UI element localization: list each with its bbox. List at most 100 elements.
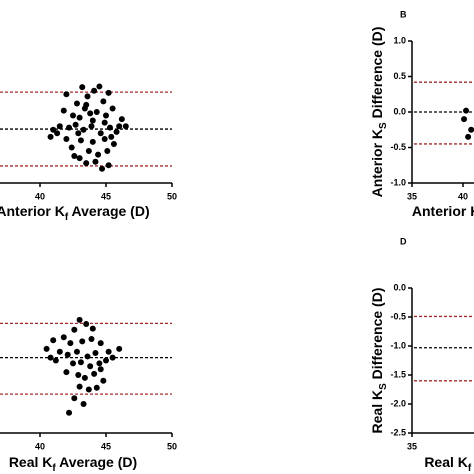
data-point xyxy=(83,320,90,327)
x-axis-label: Anterior Kf Average (D) xyxy=(412,203,474,223)
data-point xyxy=(76,114,83,121)
data-point xyxy=(118,116,125,123)
data-point xyxy=(108,133,115,140)
y-axis-label-sub: S xyxy=(378,122,389,129)
y-tick-label: 0.0 xyxy=(393,282,406,292)
data-point xyxy=(47,133,54,140)
data-point xyxy=(50,126,57,133)
panel-label: B xyxy=(400,9,407,19)
x-axis-label-part: Average (D) xyxy=(471,454,474,470)
x-axis-label-sub: f xyxy=(52,463,56,474)
data-point xyxy=(105,89,112,96)
data-point xyxy=(85,386,92,393)
data-point xyxy=(80,401,87,407)
data-point xyxy=(463,107,470,114)
data-point xyxy=(66,124,73,131)
y-tick-label: -0.5 xyxy=(390,311,406,321)
data-point xyxy=(87,110,94,117)
data-point xyxy=(81,105,88,112)
data-point xyxy=(56,123,63,130)
data-point xyxy=(97,340,104,347)
x-axis-label: Anterior Kf Average (D) xyxy=(0,203,150,223)
data-point xyxy=(80,126,87,133)
y-axis-label-part: Real K xyxy=(369,390,385,434)
data-point xyxy=(71,326,78,333)
data-point xyxy=(106,124,113,131)
data-point xyxy=(104,148,111,155)
y-tick-label: 0.5 xyxy=(393,71,406,81)
data-point xyxy=(68,144,75,151)
data-point xyxy=(116,345,123,352)
data-point xyxy=(109,354,116,361)
x-tick-label: 40 xyxy=(458,191,468,201)
data-point xyxy=(105,348,112,355)
data-point xyxy=(63,91,70,98)
data-point xyxy=(47,354,54,361)
data-point xyxy=(89,138,96,145)
x-tick-label: 50 xyxy=(167,441,177,451)
y-tick-label: -1.5 xyxy=(390,369,406,379)
data-point xyxy=(99,165,106,172)
data-point xyxy=(73,348,80,355)
y-tick-label: -2.0 xyxy=(390,398,406,408)
data-point xyxy=(89,325,96,332)
x-axis-label-part: Average (D) xyxy=(56,454,137,470)
data-point xyxy=(75,372,82,378)
data-point xyxy=(97,130,104,137)
data-point xyxy=(89,117,96,124)
y-axis-label-sub: S xyxy=(378,383,389,390)
data-point xyxy=(116,123,123,130)
y-tick-label: -2.5 xyxy=(390,427,406,437)
data-point xyxy=(95,151,102,158)
data-point xyxy=(468,126,474,133)
x-axis-label-part: Real K xyxy=(424,454,468,470)
x-tick-label: 45 xyxy=(101,191,111,201)
data-point xyxy=(56,348,63,355)
data-point xyxy=(103,357,109,364)
x-axis-label-sub: f xyxy=(65,212,69,223)
y-axis-label-part: Difference (D) xyxy=(369,27,385,123)
data-point xyxy=(92,349,99,356)
x-tick-label: 35 xyxy=(407,191,417,201)
data-point xyxy=(93,384,100,391)
x-axis-label-part: Real K xyxy=(9,454,53,470)
data-point xyxy=(54,130,61,137)
data-point xyxy=(461,116,468,123)
data-point xyxy=(91,87,98,94)
data-point xyxy=(43,345,50,352)
data-point xyxy=(122,123,129,130)
y-tick-label: -0.5 xyxy=(390,142,406,152)
data-point xyxy=(60,334,67,341)
data-point xyxy=(81,374,88,381)
x-axis-label-part: Anterior K xyxy=(0,203,65,219)
y-tick-label: -1.0 xyxy=(390,340,406,350)
data-point xyxy=(97,366,104,373)
data-point xyxy=(84,93,91,100)
data-point xyxy=(101,119,108,126)
y-axis-label: Anterior KS Difference (D) xyxy=(369,27,389,198)
data-point xyxy=(76,383,83,390)
data-point xyxy=(88,123,95,130)
data-point xyxy=(93,109,100,115)
x-tick-label: 50 xyxy=(167,191,177,201)
data-point xyxy=(71,153,78,160)
data-point xyxy=(79,84,86,91)
data-point xyxy=(105,162,112,169)
x-axis-label: Real Kf Average (D) xyxy=(9,454,137,474)
data-point xyxy=(76,316,83,323)
data-point xyxy=(92,158,99,165)
data-point xyxy=(109,105,116,112)
data-point xyxy=(96,360,103,367)
data-point xyxy=(73,100,80,107)
data-point xyxy=(83,160,90,167)
data-point xyxy=(67,340,74,347)
y-tick-label: 1.0 xyxy=(393,35,406,45)
data-point xyxy=(77,137,84,144)
data-point xyxy=(70,112,76,119)
panel-label: D xyxy=(400,236,407,246)
data-point xyxy=(75,130,82,137)
y-axis-label: Real KS Difference (D) xyxy=(369,288,389,434)
data-point xyxy=(96,83,103,90)
data-point xyxy=(64,351,71,358)
